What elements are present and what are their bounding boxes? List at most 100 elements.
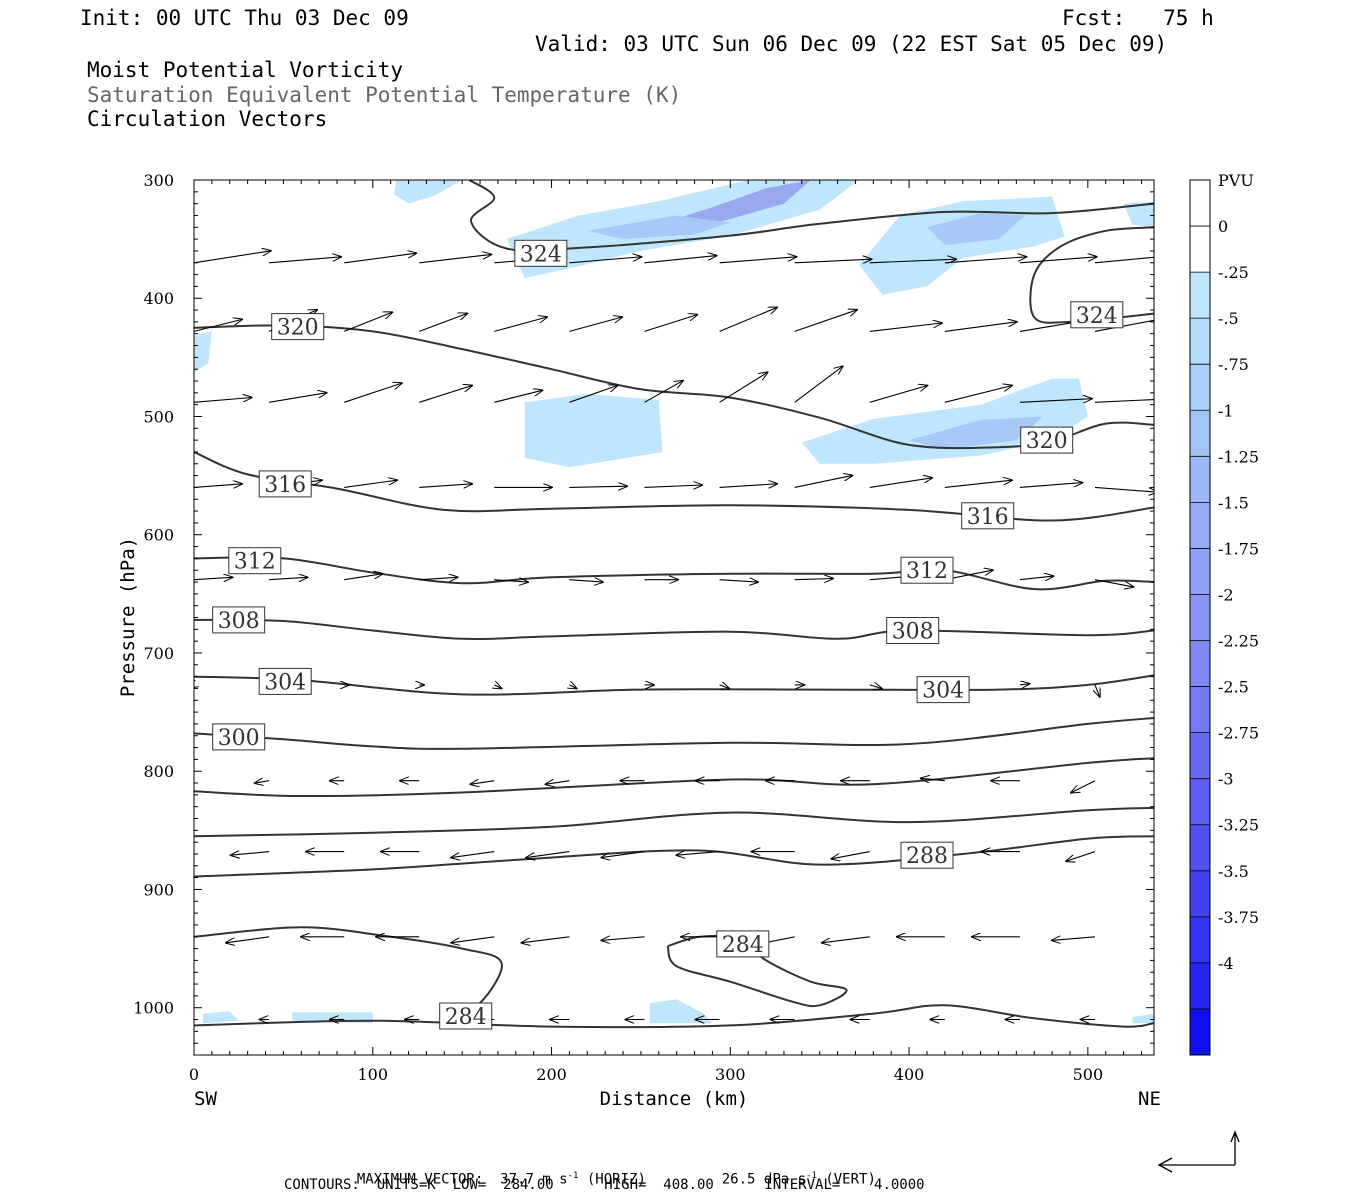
contour-label-text: 284 [722, 933, 764, 958]
contour-label-text: 308 [218, 609, 260, 634]
pv-area-11 [202, 1011, 239, 1024]
circulation-vector [794, 259, 872, 263]
colorbar-label: -.75 [1218, 355, 1249, 374]
horiz-max-value: 37.7 m s [500, 1171, 568, 1188]
circulation-vector [494, 317, 547, 332]
contour-label: 300 [212, 723, 266, 751]
contour-label-text: 312 [234, 550, 276, 575]
contour-label: 304 [258, 667, 312, 695]
contour-label-text: 320 [1026, 429, 1068, 454]
pv-area-7 [194, 331, 212, 373]
contour-label-text: 316 [967, 505, 1009, 530]
contour-label-text: 316 [264, 473, 306, 498]
circulation-vector [944, 386, 1012, 403]
contour-label-box [212, 606, 266, 634]
circulation-vector [719, 307, 778, 332]
circulation-vector [944, 257, 1027, 264]
field-title-mpv: Moist Potential Vorticity [87, 58, 404, 82]
colorbar-label: -3.75 [1218, 908, 1259, 927]
contour-label: 320 [1020, 426, 1074, 454]
pv-area-14 [1132, 1013, 1154, 1024]
contour-label-text: 324 [520, 242, 562, 267]
colorbar-frame [1189, 179, 1211, 1056]
contour-label-box [1020, 426, 1074, 454]
circulation-vector [601, 937, 645, 941]
colorbar-label: -3.25 [1218, 816, 1259, 835]
horiz-unit: (HORIZ) [586, 1171, 646, 1188]
pv-area-0 [394, 180, 463, 204]
contour-label: 324 [1070, 301, 1124, 329]
contour-label-box [900, 556, 954, 584]
circulation-vector [1094, 398, 1154, 403]
contour-label: 316 [961, 502, 1015, 530]
colorbar-swatch [1190, 916, 1210, 964]
circulation-vector [676, 852, 720, 856]
circulation-vector [344, 574, 382, 581]
contour-label-text: 288 [906, 844, 948, 869]
circulation-vector [1066, 851, 1096, 862]
circulation-vector [1094, 579, 1133, 587]
horiz-exponent: -1 [567, 1171, 579, 1181]
theta-es-contour-13 [194, 1004, 1154, 1029]
circulation-vector [1052, 937, 1096, 941]
x-tick-label: 200 [536, 1065, 567, 1084]
x-end-label-sw: SW [194, 1088, 217, 1110]
circulation-vector [719, 257, 797, 264]
colorbar-swatch [1190, 732, 1210, 779]
theta-es-contour-7 [194, 717, 1154, 750]
circulation-vector [1094, 256, 1154, 264]
circulation-vector [545, 781, 570, 785]
circulation-vector [869, 386, 928, 403]
circulation-vector [794, 310, 857, 332]
circulation-vector [189, 685, 194, 687]
colorbar-label: -.5 [1218, 309, 1239, 328]
circulation-vector [644, 315, 698, 332]
circulation-vector [644, 485, 703, 487]
theta-es-contour-9 [194, 806, 1154, 838]
circulation-vector [1019, 576, 1054, 580]
circulation-vector [494, 580, 528, 582]
contour-label: 284 [716, 930, 770, 958]
contour-label-box [514, 239, 568, 267]
circulation-vector [521, 936, 570, 943]
colorbar-swatch [1190, 778, 1210, 826]
circulation-vector [343, 312, 392, 332]
contour-label-box [1070, 301, 1124, 329]
colorbar-label: -1.5 [1218, 493, 1249, 512]
colorbar-swatch [1190, 594, 1210, 641]
circulation-vector [831, 851, 870, 859]
colorbar-swatch [1190, 824, 1210, 872]
circulation-vector [526, 851, 570, 858]
circulation-vector [794, 579, 833, 580]
max-vector-label: MAXIMUM VECTOR: [356, 1171, 484, 1188]
pv-area-6 [1123, 201, 1154, 228]
circulation-vector [419, 484, 472, 488]
circulation-vector [601, 851, 645, 858]
circulation-vector [569, 685, 576, 689]
contour-label-box [228, 547, 282, 575]
contour-label: 316 [258, 470, 312, 498]
contour-label-box [916, 676, 970, 704]
colorbar-swatch [1190, 502, 1210, 549]
colorbar-label: -1 [1218, 401, 1234, 420]
circulation-vector [344, 383, 402, 403]
circulation-vector [1019, 399, 1092, 403]
circulation-vector [644, 381, 683, 403]
circulation-vector [269, 577, 307, 579]
colorbar-swatch [1190, 364, 1210, 411]
circulation-vector [494, 685, 501, 689]
x-end-label-ne: NE [1138, 1088, 1161, 1110]
contour-label: 320 [271, 313, 325, 341]
circulation-vector [419, 254, 491, 264]
circulation-vector [344, 480, 397, 488]
pv-area-10 [909, 416, 1044, 450]
plot-frame [193, 179, 1155, 1056]
circulation-vector [1094, 319, 1154, 332]
circulation-vector [1071, 780, 1096, 793]
colorbar-label: -2.5 [1218, 678, 1249, 697]
circulation-vector [822, 936, 870, 943]
forecast-hour: Fcst: 75 h [1062, 6, 1214, 30]
circulation-vector [269, 393, 327, 403]
colorbar-swatch [1190, 226, 1210, 273]
